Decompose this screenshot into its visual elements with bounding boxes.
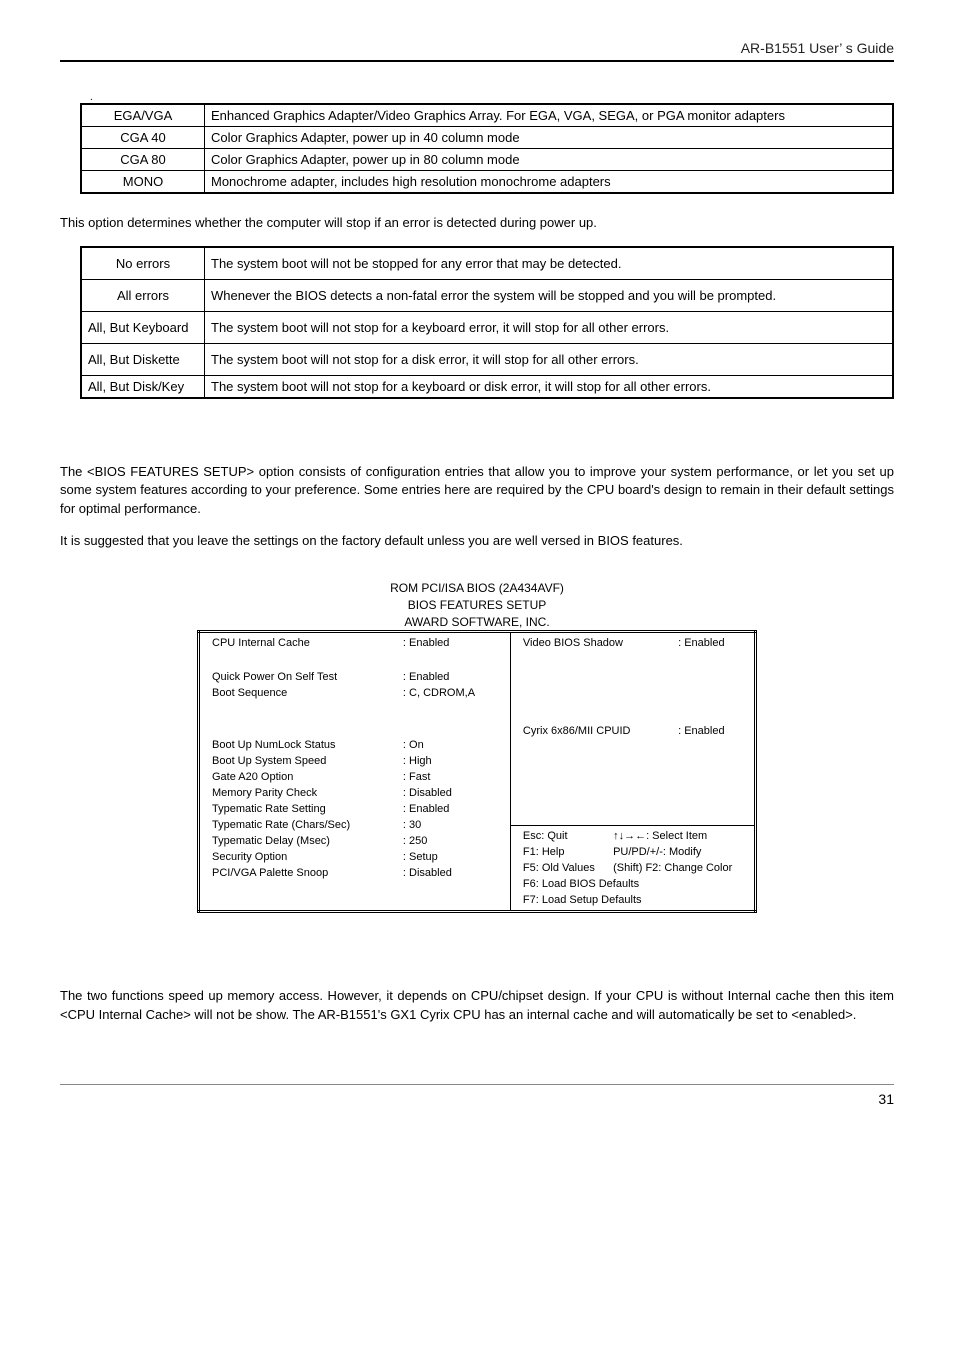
page-number: 31 (878, 1091, 894, 1107)
setting-key: Typematic Rate Setting (206, 801, 397, 817)
bios-title-line1: ROM PCI/ISA BIOS (2A434AVF) (60, 580, 894, 597)
cell-desc: The system boot will not stop for a keyb… (205, 312, 894, 344)
dot-marker: . (90, 92, 894, 103)
para-bios-features: The <BIOS FEATURES SETUP> option consist… (60, 463, 894, 518)
help-key: F1: Help (517, 844, 607, 860)
setting-val: : Fast (397, 769, 504, 785)
table-row: CGA 40 Color Graphics Adapter, power up … (81, 127, 893, 149)
help-val: PU/PD/+/-: Modify (607, 844, 748, 860)
help-key: Esc: Quit (517, 828, 607, 844)
setting-val: : 30 (397, 817, 504, 833)
setting-val: : Enabled (397, 669, 504, 685)
cell-desc: Color Graphics Adapter, power up in 40 c… (205, 127, 894, 149)
help-line: F6: Load BIOS Defaults (517, 876, 748, 892)
table-row: All, But Keyboard The system boot will n… (81, 312, 893, 344)
setting-key: Typematic Rate (Chars/Sec) (206, 817, 397, 833)
cell-mode: MONO (81, 171, 205, 194)
setting-key: CPU Internal Cache (206, 635, 397, 651)
setting-key: PCI/VGA Palette Snoop (206, 865, 397, 881)
setting-key: Video BIOS Shadow (517, 635, 672, 651)
setting-val: : Disabled (397, 865, 504, 881)
cell-mode: EGA/VGA (81, 104, 205, 127)
cell-desc: The system boot will not be stopped for … (205, 247, 894, 280)
setting-val: : Enabled (672, 635, 748, 651)
cell-desc: Enhanced Graphics Adapter/Video Graphics… (205, 104, 894, 127)
table-row: EGA/VGA Enhanced Graphics Adapter/Video … (81, 104, 893, 127)
bios-title-line2: BIOS FEATURES SETUP (60, 597, 894, 614)
halt-on-table: No errors The system boot will not be st… (80, 246, 894, 399)
table-row: CGA 80 Color Graphics Adapter, power up … (81, 149, 893, 171)
setting-key: Security Option (206, 849, 397, 865)
para-cache: The two functions speed up memory access… (60, 987, 894, 1023)
cell-mode: No errors (81, 247, 205, 280)
cell-desc: Monochrome adapter, includes high resolu… (205, 171, 894, 194)
setting-val: : C, CDROM,A (397, 685, 504, 701)
table-row: MONO Monochrome adapter, includes high r… (81, 171, 893, 194)
cell-mode: All, But Diskette (81, 344, 205, 376)
setting-val: : High (397, 753, 504, 769)
setting-val: : 250 (397, 833, 504, 849)
bios-title-block: ROM PCI/ISA BIOS (2A434AVF) BIOS FEATURE… (60, 580, 894, 630)
setting-key: Boot Up System Speed (206, 753, 397, 769)
cell-mode: CGA 40 (81, 127, 205, 149)
table-row: All errors Whenever the BIOS detects a n… (81, 280, 893, 312)
para-halt-intro: This option determines whether the compu… (60, 214, 894, 232)
para-suggestion: It is suggested that you leave the setti… (60, 532, 894, 550)
page-footer: 31 (60, 1084, 894, 1107)
cell-mode: CGA 80 (81, 149, 205, 171)
page-header: AR-B1551 User’ s Guide (60, 40, 894, 62)
setting-val: : Enabled (397, 635, 504, 651)
cell-desc: The system boot will not stop for a keyb… (205, 376, 894, 399)
setting-val: : Disabled (397, 785, 504, 801)
cell-desc: The system boot will not stop for a disk… (205, 344, 894, 376)
setting-val: : Setup (397, 849, 504, 865)
bios-setup-box: CPU Internal Cache: Enabled Quick Power … (197, 630, 757, 913)
setting-key: Boot Up NumLock Status (206, 737, 397, 753)
setting-key: Gate A20 Option (206, 769, 397, 785)
setting-key: Memory Parity Check (206, 785, 397, 801)
setting-key: Typematic Delay (Msec) (206, 833, 397, 849)
cell-desc: Color Graphics Adapter, power up in 80 c… (205, 149, 894, 171)
table-row: All, But Disk/Key The system boot will n… (81, 376, 893, 399)
bios-title-line3: AWARD SOFTWARE, INC. (60, 614, 894, 631)
table-row: No errors The system boot will not be st… (81, 247, 893, 280)
cell-mode: All errors (81, 280, 205, 312)
cell-desc: Whenever the BIOS detects a non-fatal er… (205, 280, 894, 312)
help-line: F7: Load Setup Defaults (517, 892, 748, 908)
setting-key: Boot Sequence (206, 685, 397, 701)
setting-val: : Enabled (672, 723, 748, 739)
help-val: ↑↓→←: Select Item (607, 828, 748, 844)
setting-key: Cyrix 6x86/MII CPUID (517, 723, 672, 739)
help-key: F5: Old Values (517, 860, 607, 876)
table-row: All, But Diskette The system boot will n… (81, 344, 893, 376)
setting-val: : Enabled (397, 801, 504, 817)
cell-mode: All, But Keyboard (81, 312, 205, 344)
setting-val: : On (397, 737, 504, 753)
help-val: (Shift) F2: Change Color (607, 860, 748, 876)
cell-mode: All, But Disk/Key (81, 376, 205, 399)
video-mode-table: EGA/VGA Enhanced Graphics Adapter/Video … (80, 103, 894, 194)
setting-key: Quick Power On Self Test (206, 669, 397, 685)
